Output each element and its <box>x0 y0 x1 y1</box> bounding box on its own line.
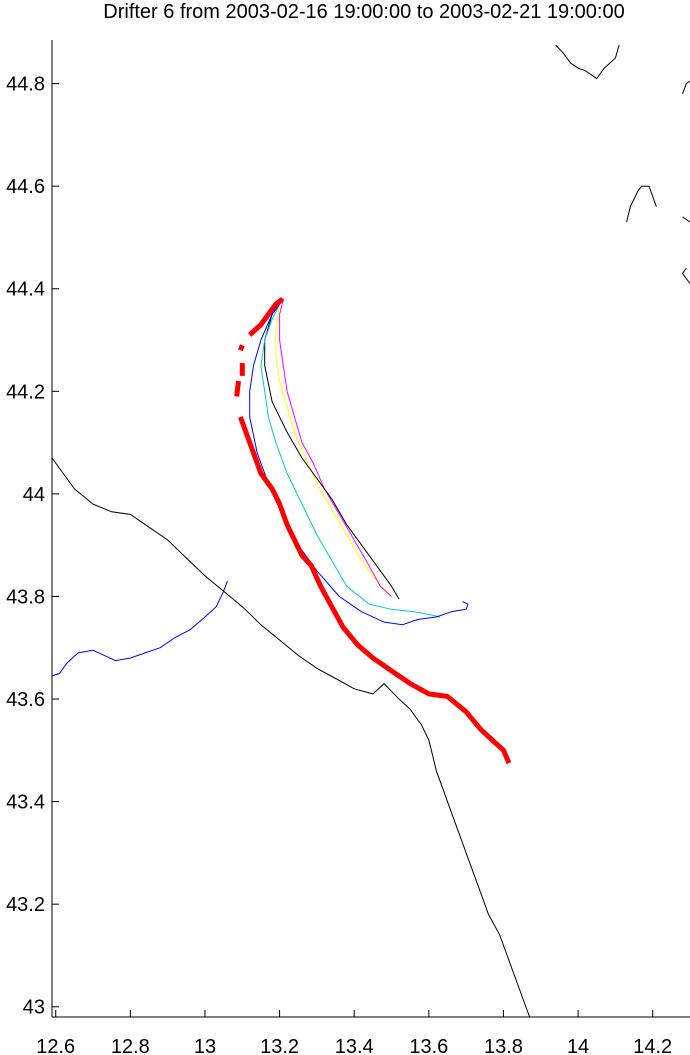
y-tick-label: 43.2 <box>6 894 45 916</box>
river-layer <box>51 580 228 677</box>
x-tick-label: 14.2 <box>633 1036 672 1055</box>
x-axis: 12.6 12.8 13 13.2 13.4 13.6 13.8 14 14.2 <box>36 1010 672 1055</box>
river-segment-0 <box>51 580 228 677</box>
y-tick-label: 43.8 <box>6 586 45 608</box>
track-series-2-segment-0 <box>260 303 441 618</box>
y-tick-label: 44.8 <box>6 74 45 96</box>
coastline-segment-3 <box>682 216 690 223</box>
track-series-0-segment-3 <box>234 380 241 397</box>
series-layer <box>234 297 512 765</box>
plot-area <box>51 40 690 1018</box>
coastline-segment-5 <box>682 80 690 95</box>
x-tick-label: 13.2 <box>260 1036 299 1055</box>
y-tick-label: 43.4 <box>6 792 45 814</box>
y-tick-label: 44 <box>23 484 45 506</box>
x-tick-label: 13.8 <box>484 1036 523 1055</box>
y-tick-label: 44.6 <box>6 176 45 198</box>
coastline-segment-4 <box>681 267 690 284</box>
x-tick-label: 13.6 <box>409 1036 448 1055</box>
coastline-segment-0 <box>51 457 531 1018</box>
track-series-1-segment-0 <box>249 298 469 626</box>
track-series-0-segment-1 <box>238 344 245 352</box>
coastline-layer <box>51 44 690 1018</box>
track-series-0-segment-4 <box>238 416 512 765</box>
y-tick-label: 44.2 <box>6 381 45 403</box>
coastline-segment-2 <box>626 185 657 223</box>
x-tick-label: 12.8 <box>111 1036 150 1055</box>
coastline-segment-1 <box>555 44 620 80</box>
x-tick-label: 12.6 <box>36 1036 75 1055</box>
x-tick-label: 13.4 <box>335 1036 374 1055</box>
track-series-0-segment-0 <box>248 297 285 337</box>
x-tick-label: 13 <box>194 1036 216 1055</box>
track-series-5-segment-0 <box>275 304 392 597</box>
y-axis: 43 43.2 43.4 43.6 43.8 44 44.2 44.4 44.6 44.8 <box>6 74 59 1019</box>
track-series-3-segment-0 <box>264 298 400 600</box>
chart-title: Drifter 6 from 2003-02-16 19:00:00 to 20… <box>103 1 624 23</box>
y-tick-label: 44.4 <box>6 279 45 301</box>
x-tick-label: 14 <box>567 1036 589 1055</box>
track-series-4-segment-0 <box>279 298 392 597</box>
y-tick-label: 43.6 <box>6 689 45 711</box>
y-tick-label: 43 <box>23 997 45 1019</box>
